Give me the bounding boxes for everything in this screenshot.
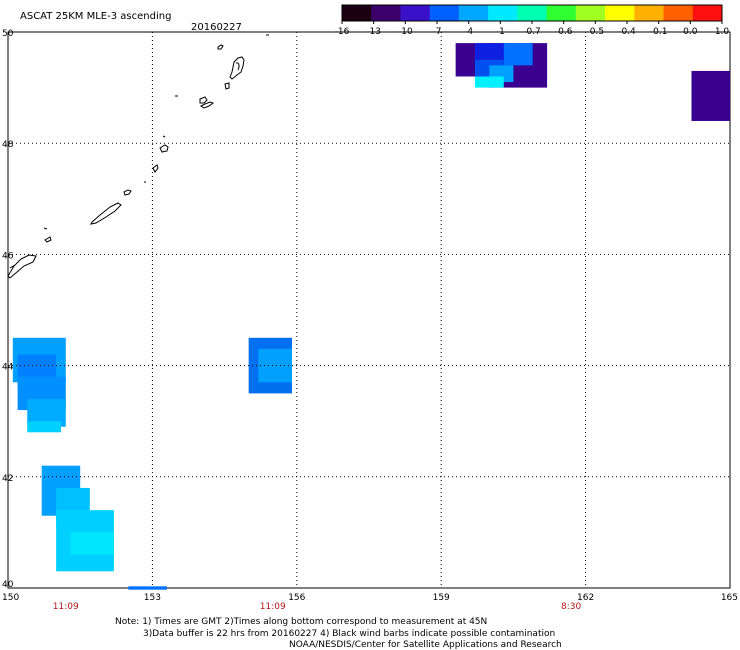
latitude-tick-label: 48 [2,140,14,150]
island-outline [152,164,159,173]
data-cell [128,586,167,590]
island-outline [224,82,230,90]
longitude-tick-label: 165 [721,593,738,603]
note-line-1: Note: 1) Times are GMT 2)Times along bot… [115,617,487,627]
latitude-tick-label: 40 [2,580,14,590]
colorbar-swatch [488,5,518,21]
colorbar-swatch [517,5,548,21]
island-outline [90,202,122,225]
island-outline [162,135,166,138]
island-outline [123,189,132,196]
note-line-3: NOAA/NESDIS/Center for Satellite Applica… [289,640,562,650]
map-title: ASCAT 25KM MLE-3 ascending [20,11,171,22]
data-cell [258,348,292,383]
map-panel [7,31,731,590]
island-outline [199,96,208,104]
colorbar-swatch [429,5,460,21]
map-frame [7,31,731,589]
latitude-tick-label: 50 [2,29,14,39]
data-cell [691,70,730,121]
latitude-labels: 50 48 46 44 42 40 [2,29,14,590]
island-outline [217,44,224,50]
island-outline [43,227,48,230]
colorbar-swatch [458,5,489,21]
longitude-tick-label: 153 [144,593,161,603]
island-outline [44,236,52,243]
colorbar-swatch [575,5,606,21]
latitude-tick-label: 44 [2,363,14,373]
longitude-tick-label: 156 [288,593,305,603]
map-date: 20160227 [191,22,242,33]
island-outline [235,62,240,71]
island-outline [200,101,215,109]
colorbar-swatch [692,5,723,21]
longitude-tick-label: 159 [433,593,450,603]
time-label: 11:09 [53,602,79,612]
note-line-2: 3)Data buffer is 22 hrs from 20160227 4)… [143,629,555,639]
island-outline [229,56,245,80]
time-labels: 11:09 11:09 8:30 [53,602,582,612]
colorbar-swatch [400,5,431,21]
longitude-labels: 150 153 156 159 162 165 [2,593,738,603]
graticule [8,32,730,588]
island-outline [159,144,169,153]
data-cell [70,532,114,555]
data-cell [474,76,504,88]
data-cell [27,421,61,433]
colorbar-swatch [371,5,401,21]
island-outline [9,264,16,269]
latitude-tick-label: 46 [2,251,14,261]
longitude-tick-label: 150 [2,593,19,603]
latitude-tick-label: 42 [2,474,13,484]
time-label: 8:30 [561,602,581,612]
island-outline [7,254,37,279]
colorbar-swatch [663,5,694,21]
colorbar-swatch [342,5,372,21]
data-cell [503,43,533,66]
longitude-tick-label: 162 [577,593,594,603]
colorbar-swatch [546,5,577,21]
coastline [7,44,245,279]
colorbar-swatch [634,5,665,21]
colorbar-swatch [605,5,635,21]
time-label: 11:09 [260,602,286,612]
data-cells [12,43,730,590]
